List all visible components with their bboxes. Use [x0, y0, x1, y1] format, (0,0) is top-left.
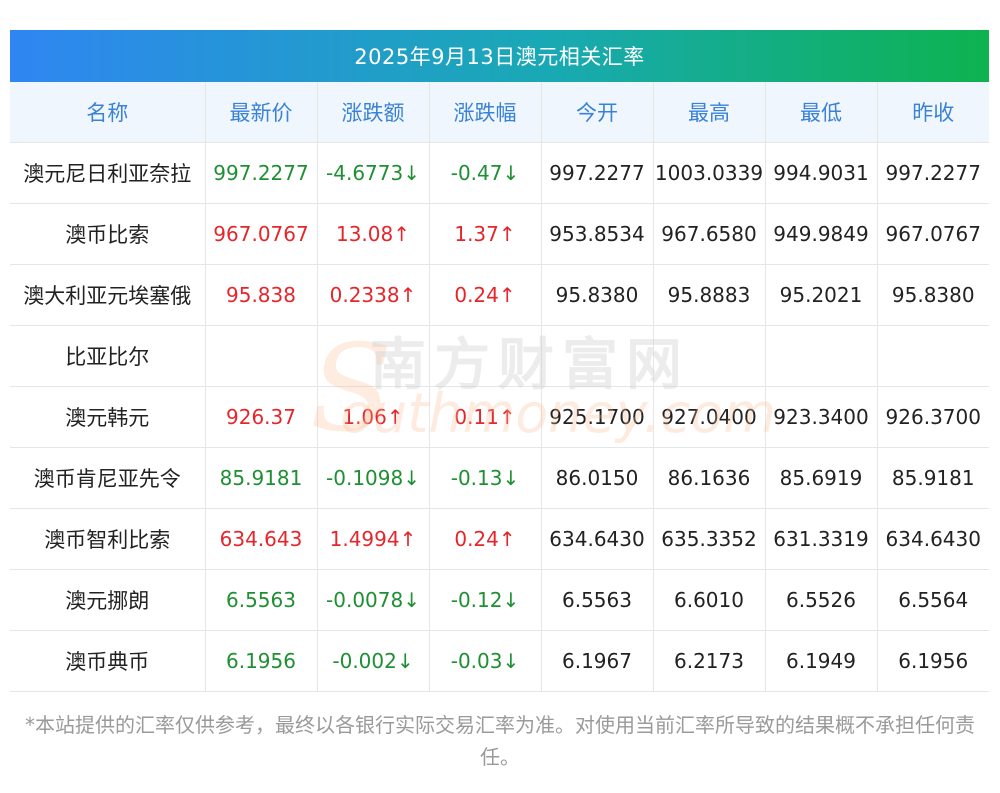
cell-low: 85.6919: [765, 447, 878, 509]
header-low[interactable]: 最低: [765, 82, 878, 143]
cell-open: 634.6430: [541, 508, 654, 570]
cell-change: 13.08↑: [317, 203, 430, 265]
cell-change: -4.6773↓: [317, 142, 430, 204]
table-row: 澳大利亚元埃塞俄 95.838 0.2338↑ 0.24↑ 95.8380 95.8883…: [10, 264, 989, 326]
cell-open: 95.8380: [541, 264, 654, 326]
cell-prev-close: 85.9181: [877, 447, 989, 509]
cell-low: 95.2021: [765, 264, 878, 326]
cell-name[interactable]: 澳币智利比索: [10, 508, 206, 570]
table-row: 澳币比索 967.0767 13.08↑ 1.37↑ 953.8534 967.6580 9…: [10, 203, 989, 265]
cell-latest: 85.9181: [205, 447, 318, 509]
rates-panel: 2025年9月13日澳元相关汇率 名称 最新价 涨跌额 涨跌幅 今开 最高 最低…: [10, 30, 989, 692]
cell-open: 953.8534: [541, 203, 654, 265]
cell-high: 635.3352: [653, 508, 766, 570]
cell-change-pct: 0.24↑: [429, 264, 542, 326]
table-row: 澳币典币 6.1956 -0.002↓ -0.03↓ 6.1967 6.2173 6.194…: [10, 630, 989, 692]
cell-low: 6.1949: [765, 630, 878, 692]
header-latest[interactable]: 最新价: [205, 82, 318, 143]
header-name[interactable]: 名称: [10, 82, 206, 143]
cell-change: 1.06↑: [317, 386, 430, 448]
cell-change: -0.1098↓: [317, 447, 430, 509]
table-row: 澳元挪朗 6.5563 -0.0078↓ -0.12↓ 6.5563 6.6010 6.55…: [10, 569, 989, 631]
table-row: 比亚比尔: [10, 325, 989, 387]
cell-latest: 926.37: [205, 386, 318, 448]
cell-change-pct: [429, 325, 542, 387]
cell-change-pct: -0.47↓: [429, 142, 542, 204]
header-change-pct[interactable]: 涨跌幅: [429, 82, 542, 143]
cell-change-pct: -0.13↓: [429, 447, 542, 509]
cell-latest: 6.5563: [205, 569, 318, 631]
cell-change-pct: 0.24↑: [429, 508, 542, 570]
cell-latest: 6.1956: [205, 630, 318, 692]
cell-name[interactable]: 澳币比索: [10, 203, 206, 265]
cell-high: [653, 325, 766, 387]
cell-latest: [205, 325, 318, 387]
cell-high: 927.0400: [653, 386, 766, 448]
cell-open: 925.1700: [541, 386, 654, 448]
cell-low: 6.5526: [765, 569, 878, 631]
cell-prev-close: 926.3700: [877, 386, 989, 448]
cell-open: [541, 325, 654, 387]
cell-name[interactable]: 澳币典币: [10, 630, 206, 692]
cell-low: 994.9031: [765, 142, 878, 204]
cell-open: 997.2277: [541, 142, 654, 204]
cell-name[interactable]: 澳大利亚元埃塞俄: [10, 264, 206, 326]
cell-low: 631.3319: [765, 508, 878, 570]
disclaimer: *本站提供的汇率仅供参考，最终以各银行实际交易汇率为准。对使用当前汇率所导致的结…: [25, 713, 975, 769]
cell-change: -0.0078↓: [317, 569, 430, 631]
cell-prev-close: 967.0767: [877, 203, 989, 265]
cell-change: 0.2338↑: [317, 264, 430, 326]
cell-prev-close: 6.5564: [877, 569, 989, 631]
cell-latest: 997.2277: [205, 142, 318, 204]
header-high[interactable]: 最高: [653, 82, 766, 143]
header-change[interactable]: 涨跌额: [317, 82, 430, 143]
cell-name[interactable]: 澳币肯尼亚先令: [10, 447, 206, 509]
cell-name[interactable]: 澳元韩元: [10, 386, 206, 448]
table-row: 澳币智利比索 634.643 1.4994↑ 0.24↑ 634.6430 635.335…: [10, 508, 989, 570]
cell-high: 1003.0339: [653, 142, 766, 204]
cell-prev-close: 6.1956: [877, 630, 989, 692]
cell-change-pct: -0.12↓: [429, 569, 542, 631]
cell-prev-close: 95.8380: [877, 264, 989, 326]
table-row: 澳币肯尼亚先令 85.9181 -0.1098↓ -0.13↓ 86.0150 86.16…: [10, 447, 989, 509]
cell-name[interactable]: 澳元挪朗: [10, 569, 206, 631]
cell-change: 1.4994↑: [317, 508, 430, 570]
rates-table: 名称 最新价 涨跌额 涨跌幅 今开 最高 最低 昨收 澳元尼日利亚奈拉 997.2…: [10, 82, 989, 692]
cell-low: 923.3400: [765, 386, 878, 448]
cell-high: 86.1636: [653, 447, 766, 509]
cell-open: 86.0150: [541, 447, 654, 509]
table-row: 澳元韩元 926.37 1.06↑ 0.11↑ 925.1700 927.0400 923.…: [10, 386, 989, 448]
cell-high: 967.6580: [653, 203, 766, 265]
cell-change: -0.002↓: [317, 630, 430, 692]
cell-high: 95.8883: [653, 264, 766, 326]
cell-latest: 634.643: [205, 508, 318, 570]
cell-low: 949.9849: [765, 203, 878, 265]
cell-open: 6.1967: [541, 630, 654, 692]
header-row: 名称 最新价 涨跌额 涨跌幅 今开 最高 最低 昨收: [10, 82, 989, 143]
cell-open: 6.5563: [541, 569, 654, 631]
cell-prev-close: 634.6430: [877, 508, 989, 570]
cell-name[interactable]: 比亚比尔: [10, 325, 206, 387]
cell-high: 6.2173: [653, 630, 766, 692]
cell-change: [317, 325, 430, 387]
cell-latest: 967.0767: [205, 203, 318, 265]
cell-name[interactable]: 澳元尼日利亚奈拉: [10, 142, 206, 204]
cell-change-pct: -0.03↓: [429, 630, 542, 692]
cell-change-pct: 0.11↑: [429, 386, 542, 448]
cell-latest: 95.838: [205, 264, 318, 326]
cell-prev-close: 997.2277: [877, 142, 989, 204]
table-title: 2025年9月13日澳元相关汇率: [10, 30, 989, 82]
cell-prev-close: [877, 325, 989, 387]
cell-low: [765, 325, 878, 387]
table-row: 澳元尼日利亚奈拉 997.2277 -4.6773↓ -0.47↓ 997.2277 10…: [10, 142, 989, 204]
cell-change-pct: 1.37↑: [429, 203, 542, 265]
header-open[interactable]: 今开: [541, 82, 654, 143]
cell-high: 6.6010: [653, 569, 766, 631]
header-prev-close[interactable]: 昨收: [877, 82, 989, 143]
